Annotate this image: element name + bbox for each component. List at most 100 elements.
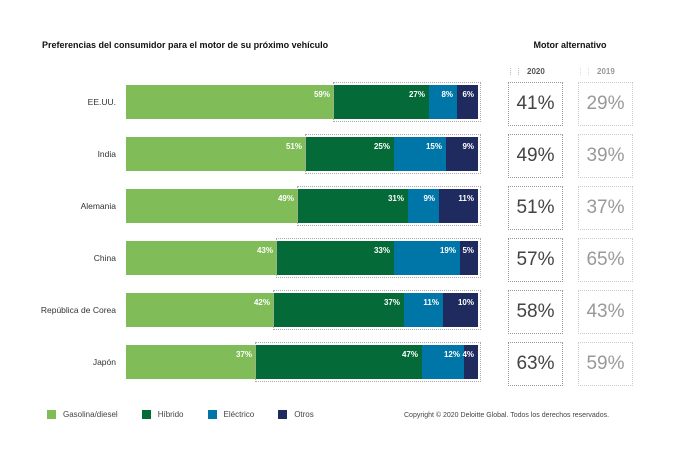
legend-swatch-icon: [47, 410, 56, 419]
bar-row: 37% 47% 12% 4%: [126, 345, 478, 379]
bar-segment: 15%: [394, 137, 446, 171]
data-label: 47%: [401, 350, 418, 359]
bar-row: 49% 31% 9% 11%: [126, 189, 478, 223]
data-label: 4%: [462, 350, 474, 359]
alternative-engine-frame: [276, 238, 481, 278]
bar-segment: 10%: [443, 293, 478, 327]
alt-2020-value: 63%: [508, 342, 563, 386]
bar-row: 43% 33% 19% 5%: [126, 241, 478, 275]
legend-swatch-icon: [141, 410, 151, 419]
data-label: 59%: [313, 90, 330, 99]
legend-label: Otros: [294, 410, 314, 419]
legend-label: Gasolina/diesel: [63, 410, 118, 419]
bar-segment: 47%: [256, 345, 422, 379]
data-label: 25%: [373, 142, 390, 151]
data-label: 11%: [423, 298, 439, 307]
data-label: 43%: [256, 246, 273, 255]
dotted-marker-icon: [580, 68, 589, 75]
alt-2020-value: 41%: [508, 82, 563, 126]
legend-label: Híbrido: [157, 410, 184, 419]
legend-label: Eléctrico: [223, 410, 255, 419]
bar-row: 59% 27% 8% 6%: [126, 85, 478, 119]
year-2019-label: 2019: [597, 67, 615, 76]
data-label: 12%: [443, 350, 460, 359]
data-label: 27%: [408, 90, 425, 99]
category-label: Japón: [92, 357, 116, 367]
dotted-marker-icon: [510, 68, 519, 75]
bar-segment: 8%: [429, 85, 457, 119]
data-label: 42%: [253, 298, 270, 307]
data-label: 31%: [387, 194, 404, 203]
data-label: 9%: [423, 194, 435, 203]
bar-segment: 12%: [422, 345, 464, 379]
alt-2020-value: 49%: [508, 134, 563, 178]
data-label: 9%: [462, 142, 474, 151]
bar-row: 42% 37% 11% 10%: [126, 293, 478, 327]
bar-segment: 51%: [126, 137, 306, 171]
alt-2020-value: 51%: [508, 186, 563, 230]
alt-2019-value: 43%: [578, 290, 633, 334]
alternative-engine-frame: [333, 82, 481, 122]
alt-2019-value: 37%: [578, 186, 633, 230]
bar-segment: 43%: [126, 241, 277, 275]
alt-2019-value: 65%: [578, 238, 633, 282]
alt-2020-value: 57%: [508, 238, 563, 282]
legend: Gasolina/diesel Híbrido Eléctrico Otros: [47, 410, 338, 419]
data-label: 37%: [383, 298, 400, 307]
bar-segment: 37%: [274, 293, 404, 327]
data-label: 11%: [458, 194, 474, 203]
data-label: 6%: [462, 90, 474, 99]
year-2019-header: 2019: [580, 67, 615, 76]
bar-segment: 11%: [439, 189, 478, 223]
bar-segment: 42%: [126, 293, 274, 327]
category-label: Alemania: [80, 201, 116, 211]
chart-title: Preferencias del consumidor para el moto…: [42, 40, 329, 50]
data-label: 8%: [441, 90, 453, 99]
alt-2019-value: 59%: [578, 342, 633, 386]
bar-segment: 27%: [334, 85, 429, 119]
legend-item: Eléctrico: [207, 410, 255, 419]
category-label: República de Corea: [40, 305, 116, 315]
alternative-engine-frame: [305, 134, 481, 174]
year-2020-label: 2020: [527, 67, 545, 76]
category-label: EE.UU.: [87, 97, 116, 107]
bar-row: 51% 25% 15% 9%: [126, 137, 478, 171]
legend-item: Híbrido: [141, 410, 184, 419]
year-2020-header: 2020: [510, 67, 545, 76]
data-label: 10%: [457, 298, 474, 307]
bar-segment: 4%: [462, 345, 478, 379]
legend-swatch-icon: [278, 410, 288, 419]
alt-2019-value: 39%: [578, 134, 633, 178]
bar-segment: 25%: [306, 137, 394, 171]
data-label: 37%: [235, 350, 252, 359]
alt-engine-title: Motor alternativo: [533, 40, 607, 50]
data-label: 51%: [285, 142, 302, 151]
category-label: China: [93, 253, 116, 263]
category-label: India: [97, 149, 116, 159]
bar-segment: 49%: [126, 189, 298, 223]
legend-item: Otros: [278, 410, 314, 419]
data-label: 5%: [462, 246, 474, 255]
bar-segment: 9%: [446, 137, 478, 171]
alt-2020-value: 58%: [508, 290, 563, 334]
bar-segment: 59%: [126, 85, 334, 119]
copyright-notice: Copyright © 2020 Deloitte Global. Todos …: [404, 412, 610, 419]
bar-segment: 11%: [404, 293, 443, 327]
data-label: 49%: [277, 194, 294, 203]
alt-2019-value: 29%: [578, 82, 633, 126]
data-label: 19%: [439, 246, 456, 255]
legend-item: Gasolina/diesel: [47, 410, 118, 419]
alternative-engine-frame: [255, 342, 481, 382]
bar-segment: 6%: [457, 85, 478, 119]
bar-segment: 9%: [408, 189, 439, 223]
bar-segment: 31%: [298, 189, 408, 223]
legend-swatch-icon: [207, 410, 217, 419]
data-label: 33%: [373, 246, 390, 255]
alternative-engine-frame: [273, 290, 481, 330]
bar-segment: 19%: [394, 241, 460, 275]
bar-segment: 37%: [126, 345, 256, 379]
bar-segment: 33%: [277, 241, 394, 275]
data-label: 15%: [425, 142, 442, 151]
alternative-engine-frame: [297, 186, 481, 226]
bar-segment: 5%: [460, 241, 478, 275]
